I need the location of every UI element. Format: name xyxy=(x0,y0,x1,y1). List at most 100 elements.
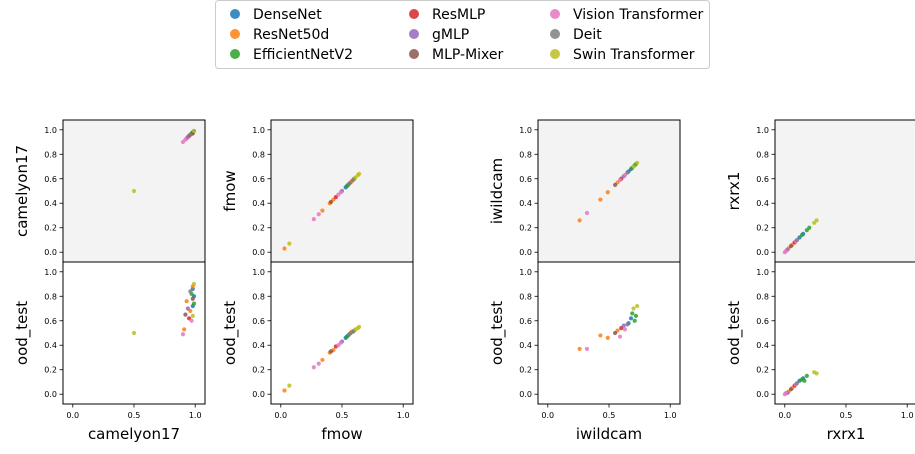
data-point xyxy=(807,225,812,230)
data-point xyxy=(282,246,287,251)
data-point xyxy=(613,182,618,187)
legend-marker xyxy=(409,9,419,19)
x-tick-label: 1.0 xyxy=(664,411,677,420)
data-point xyxy=(180,332,186,337)
y-tick-label: 0.8 xyxy=(756,292,769,301)
y-tick-label: 0.4 xyxy=(44,341,57,350)
y-tick-label: 1.0 xyxy=(519,126,532,135)
legend-label: Vision Transformer xyxy=(573,7,703,23)
data-point xyxy=(788,387,794,392)
legend-marker xyxy=(409,29,419,39)
y-tick-label: 0.0 xyxy=(44,390,57,399)
plot-area xyxy=(538,262,680,404)
plot-frame xyxy=(62,261,206,405)
y-axis-label: iwildcam xyxy=(488,158,506,224)
data-point xyxy=(621,323,626,328)
data-point xyxy=(783,390,789,396)
data-point xyxy=(799,232,805,238)
data-point xyxy=(625,170,630,175)
data-point xyxy=(287,383,292,388)
y-tick-label: 0.0 xyxy=(252,248,265,257)
y-tick-label: 0.6 xyxy=(519,175,532,184)
y-tick-label: 0.4 xyxy=(44,199,57,208)
x-tick-label: 1.0 xyxy=(901,411,914,420)
data-point xyxy=(357,324,362,329)
legend-entry: Swin Transformer xyxy=(550,47,695,63)
data-point xyxy=(190,296,195,301)
y-tick-label: 0.2 xyxy=(519,224,532,233)
data-point xyxy=(783,248,789,254)
x-tick-label: 0.5 xyxy=(840,411,853,420)
y-axis-label: fmow xyxy=(221,170,239,211)
y-tick-label: 0.6 xyxy=(252,317,265,326)
scatter-panels: 0.0 0.2 0.4 0.6 0.8 1.0 camelyon17 0.0 0.2 0.4 0.6… xyxy=(13,119,915,443)
x-tick-label: 0.5 xyxy=(603,411,616,420)
x-axis-label: camelyon17 xyxy=(88,425,180,443)
y-tick-label: 0.8 xyxy=(519,292,532,301)
y-axis-label: ood_test xyxy=(13,301,32,365)
y-tick-label: 1.0 xyxy=(756,268,769,277)
data-point xyxy=(188,289,193,294)
data-point xyxy=(188,132,193,137)
y-tick-label: 0.8 xyxy=(252,150,265,159)
y-tick-label: 1.0 xyxy=(252,268,265,277)
y-tick-label: 0.2 xyxy=(756,366,769,375)
legend-label: ResNet50d xyxy=(253,27,329,43)
legend-marker xyxy=(550,29,560,39)
y-axis-label: ood_test xyxy=(221,301,240,365)
data-point xyxy=(631,164,636,169)
data-point xyxy=(282,388,287,393)
scatter-panel: 0.0 0.2 0.4 0.6 0.8 1.0 0.0 0.5 1.0 ood_testcamel… xyxy=(13,261,206,443)
data-point xyxy=(182,327,187,332)
y-tick-label: 0.6 xyxy=(519,317,532,326)
data-point xyxy=(577,218,582,223)
data-point xyxy=(598,333,603,338)
y-tick-label: 0.4 xyxy=(756,341,769,350)
data-point xyxy=(131,330,137,336)
y-tick-label: 0.0 xyxy=(252,390,265,399)
plot-area xyxy=(271,262,413,404)
y-tick-label: 1.0 xyxy=(44,126,57,135)
y-tick-label: 1.0 xyxy=(44,268,57,277)
x-tick-label: 0.0 xyxy=(274,411,287,420)
y-tick-label: 0.6 xyxy=(756,317,769,326)
x-tick-label: 1.0 xyxy=(397,411,410,420)
y-tick-label: 0.8 xyxy=(756,150,769,159)
data-point xyxy=(183,137,188,142)
data-point xyxy=(328,349,334,354)
data-point xyxy=(189,318,194,323)
data-point xyxy=(802,378,807,383)
y-axis-label: ood_test xyxy=(488,301,507,365)
legend-marker xyxy=(550,49,560,59)
data-point xyxy=(631,306,636,311)
data-point xyxy=(347,332,352,337)
y-tick-label: 0.8 xyxy=(44,150,57,159)
data-point xyxy=(311,365,316,370)
data-point xyxy=(190,313,195,318)
data-point xyxy=(635,303,640,309)
data-point xyxy=(357,171,362,176)
data-point xyxy=(191,128,197,134)
y-tick-label: 0.2 xyxy=(44,366,57,375)
legend-marker xyxy=(230,49,240,59)
y-tick-label: 0.2 xyxy=(44,224,57,233)
legend-marker xyxy=(230,29,240,39)
data-point xyxy=(605,190,610,195)
data-point xyxy=(794,381,800,386)
y-tick-label: 0.6 xyxy=(44,175,57,184)
legend-label: EfficientNetV2 xyxy=(253,47,353,63)
data-point xyxy=(287,241,292,246)
data-point xyxy=(577,346,582,352)
legend-label: DenseNet xyxy=(253,7,322,23)
y-tick-label: 0.0 xyxy=(519,390,532,399)
y-tick-label: 0.4 xyxy=(252,341,265,350)
scatter-panel: 0.0 0.2 0.4 0.6 0.8 1.0 0.0 0.5 1.0 ood_testiwild… xyxy=(488,261,681,443)
data-point xyxy=(191,301,197,306)
legend-label: Swin Transformer xyxy=(573,47,695,63)
legend-marker xyxy=(550,9,560,19)
legend-entry: gMLP xyxy=(409,27,469,43)
y-tick-label: 0.0 xyxy=(756,390,769,399)
data-point xyxy=(622,327,628,332)
